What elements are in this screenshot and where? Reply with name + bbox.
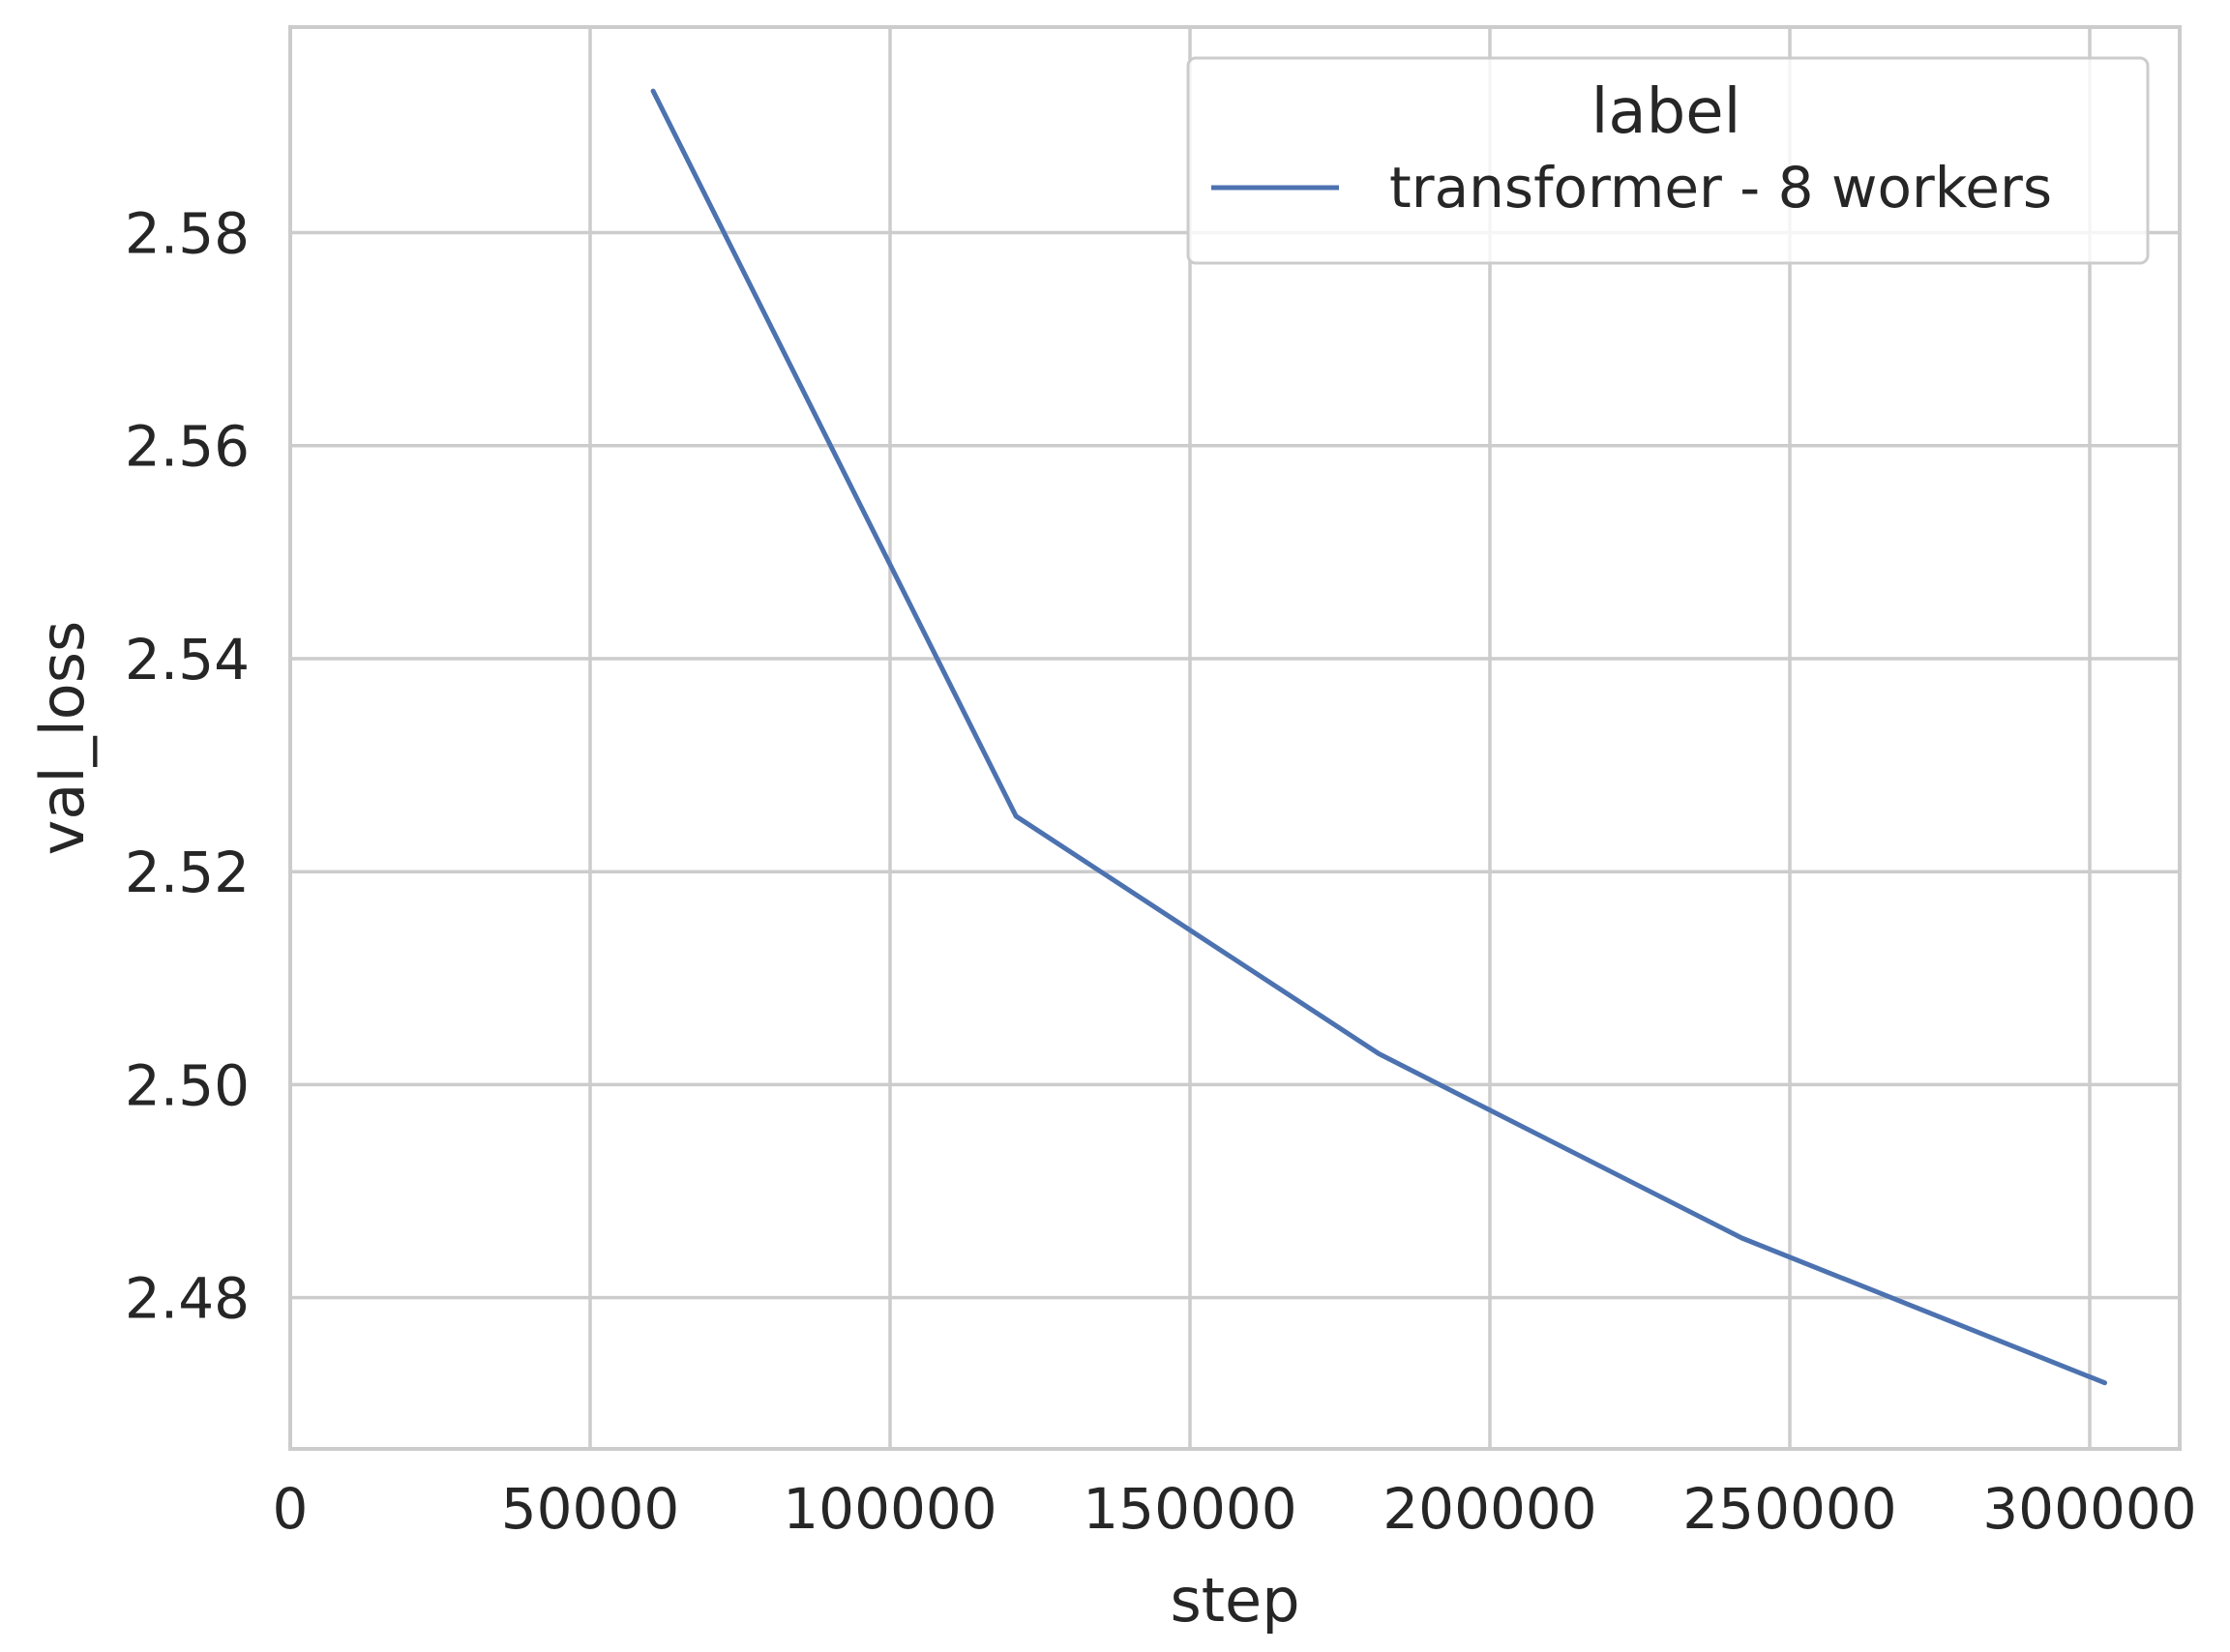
x-tick-label: 200000 [1383,1476,1596,1542]
legend-box [1186,56,2150,265]
series-line [650,88,2107,1386]
x-tick-label: 250000 [1682,1476,1896,1542]
legend-entry-label: transformer - 8 workers [1389,155,2052,221]
x-tick-label: 50000 [501,1476,680,1542]
x-axis-label: step [1170,1565,1299,1636]
plot-frame [288,25,2182,1451]
x-tick-label: 0 [273,1476,309,1542]
y-tick-label: 2.56 [125,414,250,480]
y-tick-label: 2.48 [125,1266,250,1332]
y-tick-label: 2.52 [125,840,250,905]
y-axis-label: val_loss [27,621,98,856]
legend-title: label [1591,76,1741,148]
y-tick-label: 2.50 [125,1052,250,1118]
y-tick-labels: 2.48 2.50 2.52 2.54 2.56 2.58 [125,201,250,1332]
y-tick-label: 2.54 [125,627,250,693]
x-tick-labels: 0 50000 100000 150000 200000 250000 300000 [273,1476,2197,1542]
y-tick-label: 2.58 [125,201,250,267]
grid [288,27,2180,1449]
x-tick-label: 150000 [1083,1476,1296,1542]
series-layer [650,88,2107,1386]
x-tick-label: 100000 [783,1476,996,1542]
x-tick-label: 300000 [1982,1476,2196,1542]
legend: label transformer - 8 workers [1186,56,2150,265]
legend-entries: transformer - 8 workers [1211,155,2052,221]
